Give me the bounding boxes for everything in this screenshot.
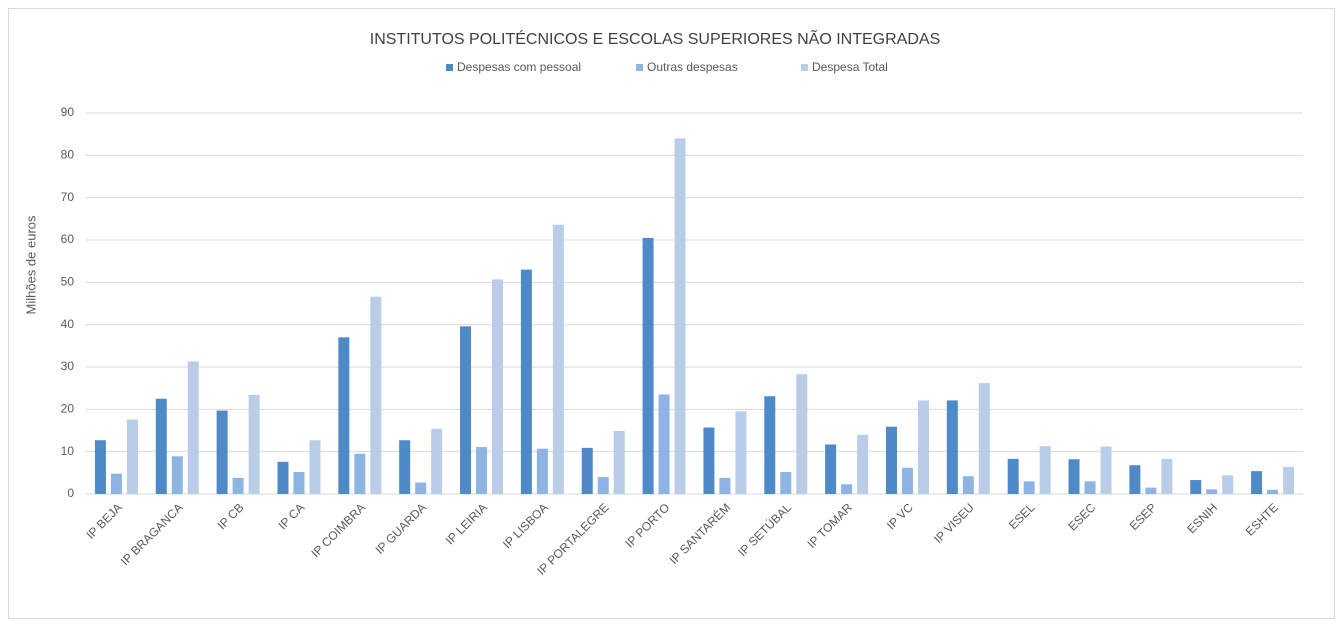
bar [293,471,305,494]
bar [841,484,853,494]
bar [613,430,625,494]
bar [492,279,504,494]
y-tick-label: 50 [61,275,75,289]
bar [1039,446,1051,494]
bar [796,374,808,494]
x-tick-label: IP SANTARÉM [666,500,733,567]
bar [1023,481,1035,494]
bar [1283,466,1295,494]
bar [248,394,260,494]
x-tick-label: IP CB [215,500,247,532]
y-axis-label: Milhões de euros [23,215,38,314]
bar [171,456,183,494]
bar [674,138,686,494]
y-tick-label: 20 [61,402,75,416]
bar [825,444,837,494]
bar [901,467,913,494]
bar [978,383,990,494]
bar [155,398,167,494]
x-tick-label: IP VC [884,500,916,532]
legend-label: Outras despesas [647,60,738,74]
bar [277,461,289,494]
x-tick-label: ESEL [1006,500,1038,532]
y-tick-label: 40 [61,317,75,331]
bar [764,396,776,494]
bar [658,394,670,494]
bar [1222,475,1234,494]
bar [338,337,350,494]
y-tick-label: 30 [61,359,75,373]
x-tick-label: IP SETÚBAL [735,500,795,560]
bar [126,419,138,494]
x-tick-label: IP LISBOA [500,500,551,551]
legend-swatch [801,64,808,71]
bar [309,440,321,494]
x-tick-label: IP COIMBRA [308,500,368,560]
bar [399,440,411,494]
bar [597,477,609,494]
bar [1206,489,1218,494]
bar [1100,446,1112,494]
y-tick-label: 90 [61,105,75,119]
y-tick-label: 80 [61,148,75,162]
bar [1251,471,1263,494]
x-tick-label: IP PORTO [622,500,672,550]
bar [1145,487,1157,494]
bar [703,427,715,494]
x-tick-label: IP BRAGANCA [118,500,186,568]
y-tick-label: 60 [61,232,75,246]
bar [1267,489,1279,494]
bar [94,440,106,494]
x-tick-label: ESEC [1065,500,1098,533]
x-tick-label: ESNIH [1184,500,1220,536]
bar [642,237,654,494]
bar [962,476,974,494]
bar [735,411,747,494]
bar [110,473,122,494]
bar [719,477,731,494]
x-tick-label: IP TOMAR [805,500,856,551]
bar [232,477,244,494]
bar [520,269,532,494]
bar [1084,481,1096,494]
bar [885,426,897,494]
chart-title: INSTITUTOS POLITÉCNICOS E ESCOLAS SUPERI… [370,28,940,48]
x-tick-label: ESHTE [1243,500,1281,538]
bar [460,326,472,494]
bar [354,453,366,494]
legend-swatch [636,64,643,71]
x-tick-label: IP BEJA [83,500,124,541]
y-tick-label: 0 [67,486,74,500]
bar [476,447,488,494]
legend-label: Despesas com pessoal [457,60,581,74]
bar [431,428,443,494]
x-tick-label: IP GUARDA [373,500,429,556]
bar [415,482,427,494]
bar [946,400,958,494]
bar [1129,465,1141,494]
y-tick-label: 70 [61,190,75,204]
bar [552,224,564,494]
bar [1190,480,1202,494]
bar [1161,458,1173,494]
x-tick-label: IP VISEU [931,500,977,546]
x-tick-label: IP LEIRIA [443,500,490,547]
bar [216,410,228,494]
legend-swatch [446,64,453,71]
legend-label: Despesa Total [812,60,888,74]
bar [917,400,929,494]
x-tick-label: IP CA [275,500,307,532]
bar [370,296,382,494]
bar [536,448,548,494]
bar [1007,458,1019,494]
bar [581,447,593,494]
bar [1068,459,1080,494]
bar [780,471,792,494]
y-tick-label: 10 [61,444,75,458]
bar [187,361,199,494]
bar [857,434,869,494]
x-tick-label: ESEP [1127,500,1160,533]
